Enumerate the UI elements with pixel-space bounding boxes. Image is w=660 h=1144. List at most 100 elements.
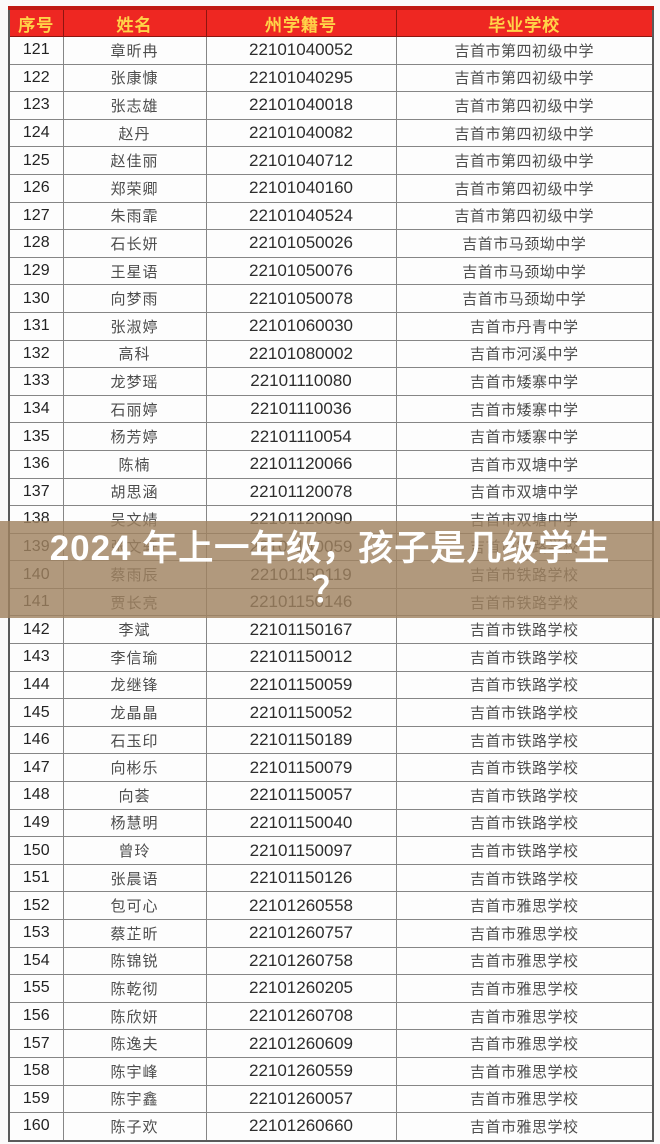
table-row: 144 龙继锋 22101150059 吉首市铁路学校 — [8, 670, 654, 700]
column-header-student-id: 州学籍号 — [205, 6, 397, 37]
cell-name: 石玉印 — [62, 725, 207, 755]
table-row: 137 胡思涵 22101120078 吉首市双塘中学 — [8, 477, 654, 507]
cell-serial: 136 — [8, 449, 64, 479]
table-row: 146 石玉印 22101150189 吉首市铁路学校 — [8, 725, 654, 755]
cell-school: 吉首市第四初级中学 — [395, 201, 654, 231]
cell-serial: 152 — [8, 891, 64, 920]
cell-student-id: 22101050026 — [205, 229, 397, 258]
cell-school: 吉首市第四初级中学 — [395, 173, 654, 203]
table-row: 143 李信瑜 22101150012 吉首市铁路学校 — [8, 643, 654, 672]
cell-name: 陈宇峰 — [62, 1056, 207, 1086]
cell-name: 陈宇鑫 — [62, 1084, 207, 1114]
cell-name: 龙晶晶 — [62, 698, 207, 727]
cell-student-id: 22101040295 — [205, 63, 397, 93]
cell-student-id: 22101050078 — [205, 284, 397, 313]
cell-student-id: 22101260559 — [205, 1056, 397, 1086]
cell-serial: 130 — [8, 284, 64, 313]
cell-serial: 159 — [8, 1084, 64, 1114]
table-row: 154 陈锦锐 22101260758 吉首市雅思学校 — [8, 946, 654, 976]
cell-name: 包可心 — [62, 891, 207, 920]
cell-student-id: 22101050076 — [205, 256, 397, 286]
table-row: 151 张晨语 22101150126 吉首市铁路学校 — [8, 863, 654, 893]
cell-name: 赵丹 — [62, 118, 207, 148]
cell-serial: 123 — [8, 91, 64, 120]
cell-student-id: 22101260205 — [205, 974, 397, 1003]
cell-student-id: 22101120066 — [205, 449, 397, 479]
cell-school: 吉首市铁路学校 — [395, 753, 654, 783]
cell-name: 蔡芷昕 — [62, 919, 207, 948]
cell-name: 陈欣妍 — [62, 1001, 207, 1031]
cell-school: 吉首市矮寨中学 — [395, 367, 654, 396]
cell-school: 吉首市雅思学校 — [395, 1112, 654, 1142]
cell-name: 陈逸夫 — [62, 1029, 207, 1058]
cell-school: 吉首市雅思学校 — [395, 1001, 654, 1031]
cell-serial: 160 — [8, 1112, 64, 1142]
cell-serial: 155 — [8, 974, 64, 1003]
student-table-container: 序号 姓名 州学籍号 毕业学校 121 章昕冉 22101040052 吉首市第… — [8, 6, 654, 1142]
cell-serial: 148 — [8, 781, 64, 810]
cell-name: 王星语 — [62, 256, 207, 286]
cell-student-id: 22101150097 — [205, 836, 397, 865]
cell-student-id: 22101260057 — [205, 1084, 397, 1114]
cell-name: 龙继锋 — [62, 670, 207, 700]
table-row: 134 石丽婷 22101110036 吉首市矮寨中学 — [8, 394, 654, 424]
cell-student-id: 22101040712 — [205, 146, 397, 175]
cell-student-id: 22101150126 — [205, 863, 397, 893]
cell-student-id: 22101260758 — [205, 946, 397, 976]
table-row: 131 张淑婷 22101060030 吉首市丹青中学 — [8, 311, 654, 341]
cell-school: 吉首市马颈坳中学 — [395, 256, 654, 286]
cell-name: 李信瑜 — [62, 643, 207, 672]
cell-school: 吉首市双塘中学 — [395, 449, 654, 479]
cell-school: 吉首市铁路学校 — [395, 670, 654, 700]
cell-serial: 158 — [8, 1056, 64, 1086]
table-row: 125 赵佳丽 22101040712 吉首市第四初级中学 — [8, 146, 654, 175]
cell-serial: 121 — [8, 36, 64, 65]
student-table: 序号 姓名 州学籍号 毕业学校 121 章昕冉 22101040052 吉首市第… — [8, 6, 654, 1142]
cell-school: 吉首市矮寨中学 — [395, 394, 654, 424]
cell-school: 吉首市铁路学校 — [395, 698, 654, 727]
table-row: 127 朱雨霏 22101040524 吉首市第四初级中学 — [8, 201, 654, 231]
caption-line-1: 2024 年上一年级，孩子是几级学生 — [49, 529, 611, 569]
cell-student-id: 22101150012 — [205, 643, 397, 672]
cell-school: 吉首市第四初级中学 — [395, 118, 654, 148]
cell-school: 吉首市雅思学校 — [395, 891, 654, 920]
table-row: 145 龙晶晶 22101150052 吉首市铁路学校 — [8, 698, 654, 727]
cell-student-id: 22101150079 — [205, 753, 397, 783]
cell-name: 张康慷 — [62, 63, 207, 93]
table-row: 126 郑荣卿 22101040160 吉首市第四初级中学 — [8, 173, 654, 203]
cell-school: 吉首市雅思学校 — [395, 1084, 654, 1114]
cell-name: 高科 — [62, 339, 207, 369]
cell-school: 吉首市马颈坳中学 — [395, 284, 654, 313]
cell-serial: 133 — [8, 367, 64, 396]
cell-serial: 157 — [8, 1029, 64, 1058]
table-row: 128 石长妍 22101050026 吉首市马颈坳中学 — [8, 229, 654, 258]
column-header-school: 毕业学校 — [395, 6, 654, 37]
cell-serial: 124 — [8, 118, 64, 148]
cell-name: 向荟 — [62, 781, 207, 810]
table-row: 150 曾玲 22101150097 吉首市铁路学校 — [8, 836, 654, 865]
cell-student-id: 22101150052 — [205, 698, 397, 727]
cell-serial: 142 — [8, 615, 64, 645]
table-row: 142 李斌 22101150167 吉首市铁路学校 — [8, 615, 654, 645]
cell-name: 胡思涵 — [62, 477, 207, 507]
cell-name: 杨芳婷 — [62, 422, 207, 451]
cell-serial: 156 — [8, 1001, 64, 1031]
cell-serial: 145 — [8, 698, 64, 727]
cell-name: 杨慧明 — [62, 808, 207, 838]
table-row: 153 蔡芷昕 22101260757 吉首市雅思学校 — [8, 919, 654, 948]
caption-overlay: 2024 年上一年级，孩子是几级学生 ？ — [0, 521, 660, 618]
cell-student-id: 22101150167 — [205, 615, 397, 645]
cell-student-id: 22101150059 — [205, 670, 397, 700]
cell-serial: 154 — [8, 946, 64, 976]
cell-student-id: 22101040524 — [205, 201, 397, 231]
cell-serial: 153 — [8, 919, 64, 948]
cell-student-id: 22101260558 — [205, 891, 397, 920]
cell-serial: 144 — [8, 670, 64, 700]
cell-serial: 135 — [8, 422, 64, 451]
cell-school: 吉首市铁路学校 — [395, 781, 654, 810]
cell-student-id: 22101120078 — [205, 477, 397, 507]
cell-school: 吉首市铁路学校 — [395, 615, 654, 645]
table-row: 152 包可心 22101260558 吉首市雅思学校 — [8, 891, 654, 920]
cell-student-id: 22101110054 — [205, 422, 397, 451]
